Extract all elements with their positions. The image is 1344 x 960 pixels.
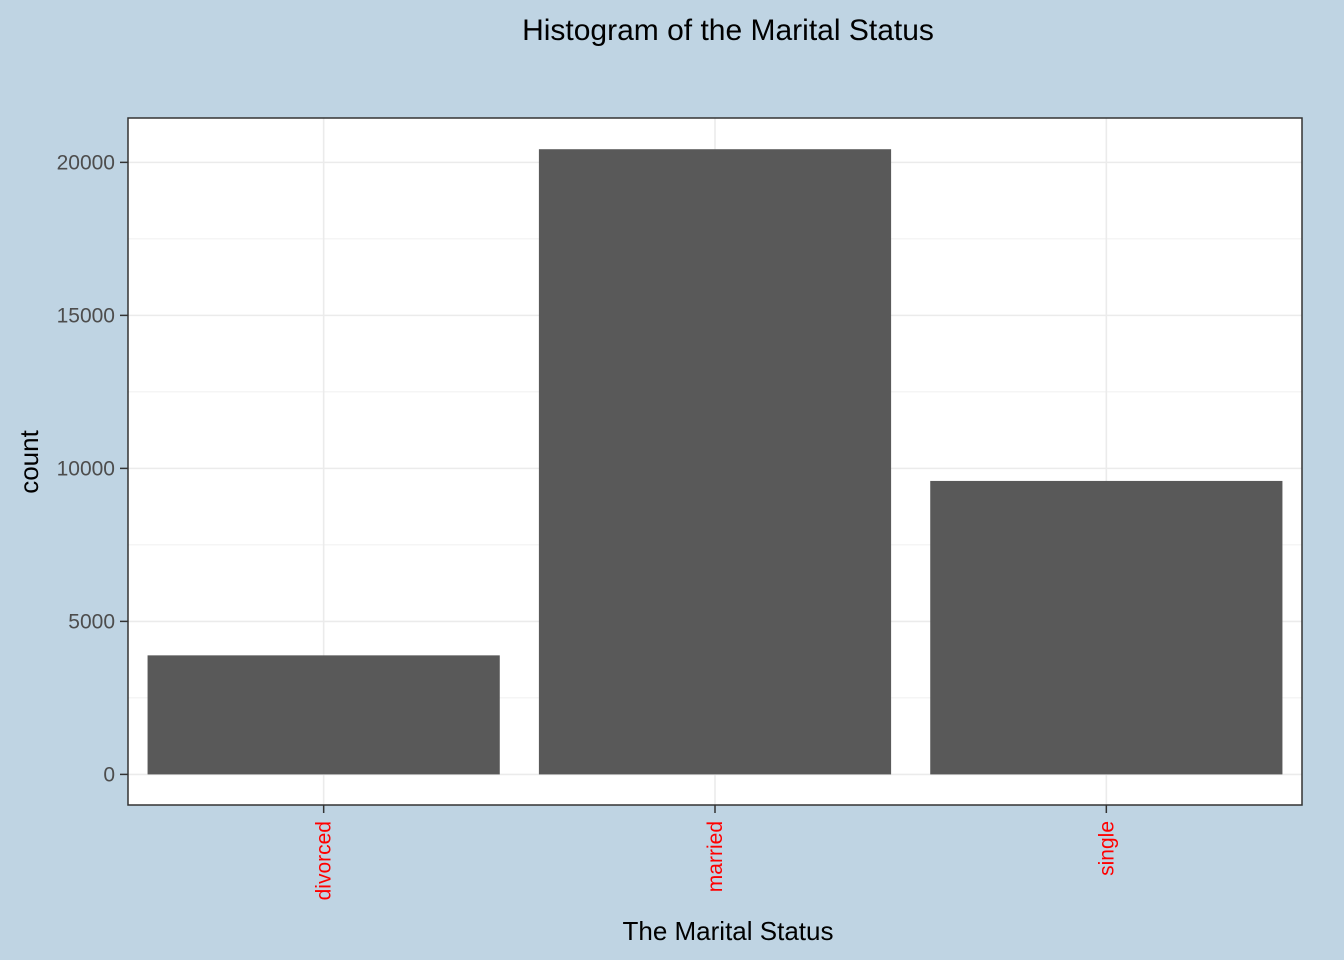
- x-tick-label-single: single: [1095, 821, 1118, 876]
- bars: [147, 149, 1283, 775]
- y-tick-label: 20000: [57, 151, 115, 174]
- y-tick-label: 0: [103, 763, 115, 786]
- y-axis: 0 5000 10000 15000 20000: [57, 151, 128, 786]
- x-tick-label-married: married: [704, 821, 727, 892]
- y-tick-label: 10000: [57, 457, 115, 480]
- x-tick-label-divorced: divorced: [313, 821, 336, 900]
- x-axis-label: The Marital Status: [623, 916, 834, 946]
- x-axis: divorced married single: [313, 805, 1118, 900]
- bar-single: [930, 480, 1283, 775]
- bar-divorced: [147, 655, 500, 775]
- y-tick-label: 15000: [57, 304, 115, 327]
- bar-married: [538, 149, 892, 775]
- y-tick-label: 5000: [68, 610, 115, 633]
- chart-title: Histogram of the Marital Status: [522, 14, 934, 47]
- y-axis-label: count: [14, 429, 44, 493]
